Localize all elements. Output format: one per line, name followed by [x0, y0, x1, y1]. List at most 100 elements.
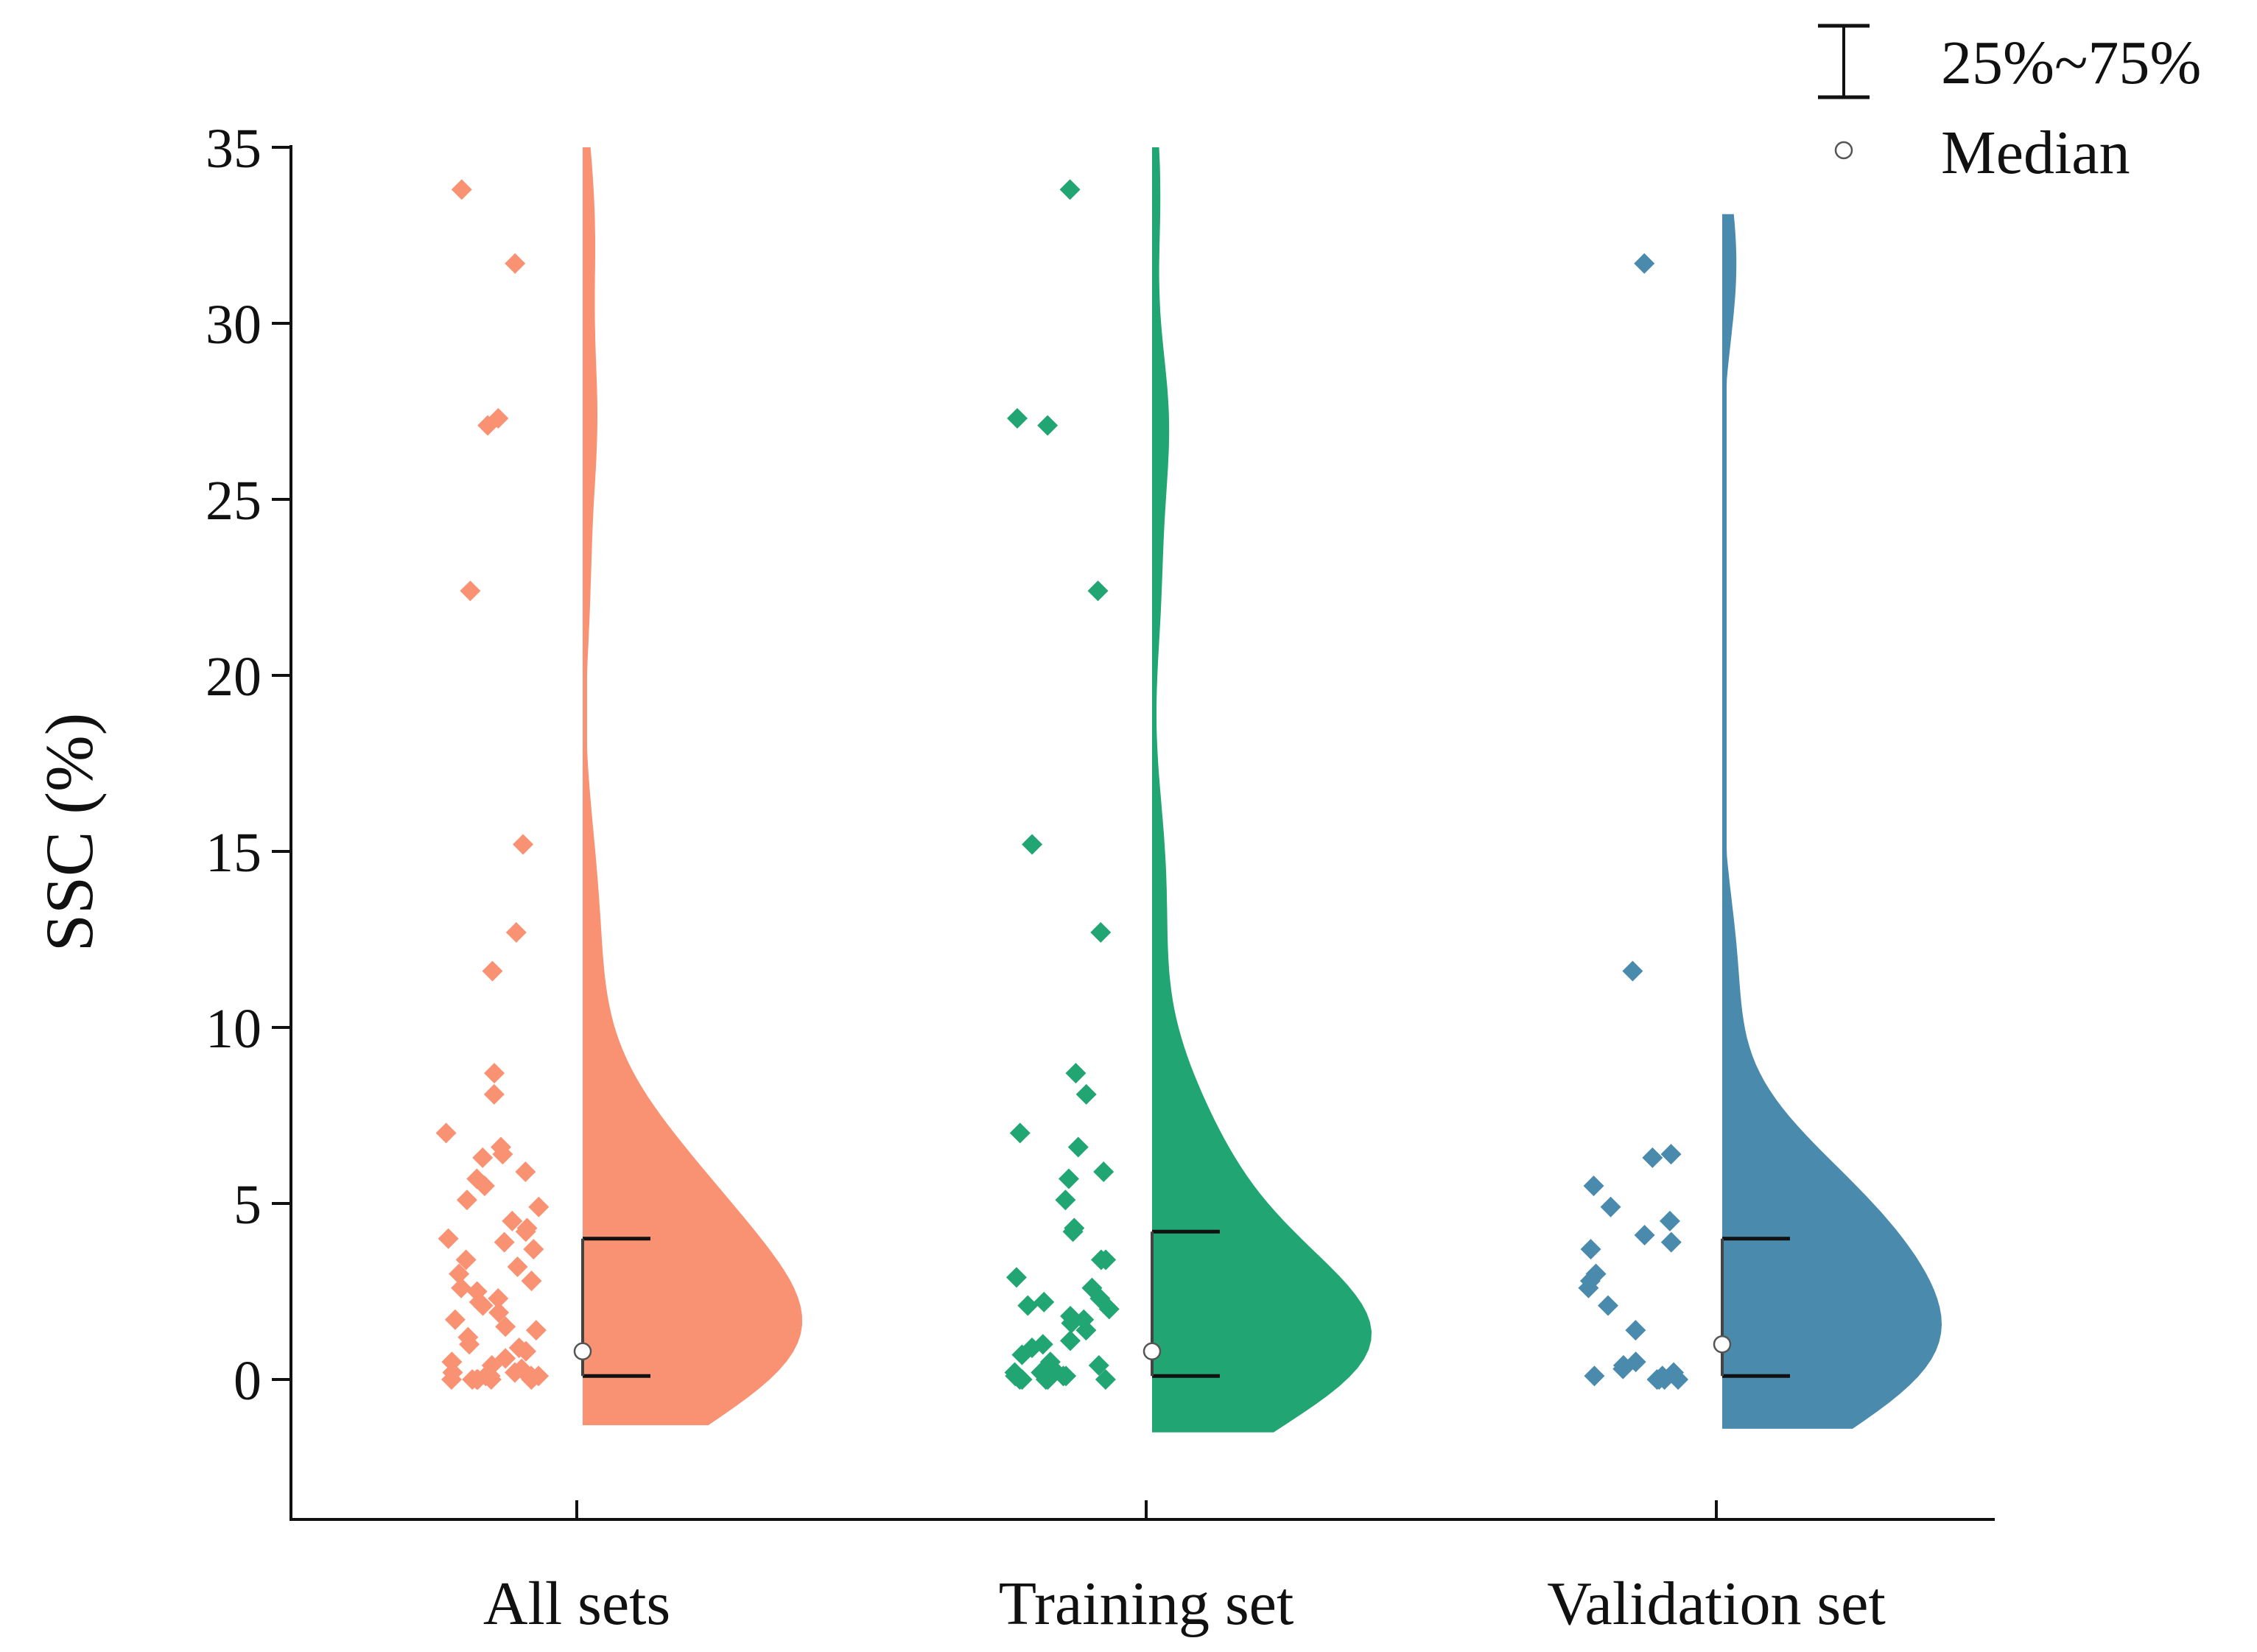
data-point-training-set [1062, 1221, 1084, 1242]
density-training-set [1152, 147, 1372, 1433]
data-point-training-set [1090, 921, 1112, 943]
y-tick-label: 0 [234, 1350, 261, 1412]
data-point-training-set [1059, 1330, 1081, 1352]
y-tick-label: 10 [206, 998, 261, 1060]
data-point-validation-set [1634, 1225, 1655, 1246]
y-tick-label: 25 [206, 470, 261, 532]
data-point-training-set [1075, 1320, 1097, 1341]
data-point-all-sets [507, 1256, 528, 1278]
data-point-validation-set [1583, 1175, 1604, 1197]
data-point-validation-set [1578, 1277, 1599, 1298]
median-marker [573, 1342, 592, 1361]
y-tick-label: 20 [206, 646, 261, 708]
data-point-training-set [1011, 1344, 1033, 1365]
legend: 25%~75% Median [1818, 24, 2201, 187]
data-point-training-set [1088, 1354, 1109, 1376]
data-point-validation-set [1654, 1369, 1675, 1390]
y-tick-label: 30 [206, 294, 261, 356]
data-point-all-sets [451, 179, 472, 200]
data-point-validation-set [1660, 1231, 1682, 1253]
data-point-validation-set [1625, 1320, 1646, 1341]
data-point-all-sets [521, 1270, 542, 1292]
data-point-validation-set [1584, 1365, 1605, 1387]
data-point-training-set [1059, 179, 1081, 200]
data-point-all-sets [515, 1161, 536, 1182]
data-point-all-sets [444, 1309, 466, 1330]
data-point-training-set [1058, 1168, 1079, 1189]
data-point-validation-set [1597, 1295, 1618, 1316]
data-point-validation-set [1622, 960, 1643, 982]
data-point-all-sets [515, 1221, 536, 1242]
data-point-all-sets [516, 1340, 537, 1362]
data-point-validation-set [1612, 1358, 1634, 1379]
data-point-validation-set [1659, 1210, 1680, 1231]
median-marker [1142, 1342, 1162, 1361]
data-point-training-set [1098, 1298, 1120, 1320]
data-point-training-set [1005, 1267, 1027, 1288]
data-point-training-set [1006, 408, 1028, 429]
data-point-training-set [1095, 1369, 1116, 1390]
data-point-training-set [1087, 580, 1109, 602]
median-marker [1713, 1335, 1732, 1354]
y-tick-label: 35 [206, 118, 261, 180]
data-point-all-sets [480, 1369, 502, 1390]
data-point-validation-set [1668, 1369, 1689, 1390]
data-point-training-set [1075, 1083, 1097, 1105]
data-point-all-sets [449, 1263, 470, 1284]
data-point-validation-set [1634, 253, 1655, 274]
legend-median-circle-icon [1834, 141, 1853, 160]
legend-iqr-bracket-icon [1818, 24, 1870, 99]
data-point-all-sets [505, 253, 526, 274]
x-category-label: Validation set [1547, 1570, 1886, 1638]
data-point-validation-set [1642, 1147, 1663, 1168]
data-point-all-sets [483, 1083, 505, 1105]
data-point-training-set [1065, 1063, 1087, 1084]
data-point-training-set [1035, 1369, 1056, 1390]
data-point-all-sets [451, 1277, 472, 1298]
data-point-all-sets [488, 1288, 509, 1310]
y-tick-label: 15 [206, 822, 261, 884]
data-point-all-sets [440, 1369, 462, 1390]
data-point-training-set [1011, 1369, 1033, 1390]
data-point-all-sets [460, 580, 481, 602]
data-point-validation-set [1580, 1239, 1601, 1260]
data-point-training-set [1017, 1295, 1039, 1316]
data-point-validation-set [1660, 1144, 1682, 1165]
data-point-all-sets [482, 960, 503, 982]
data-point-training-set [1037, 415, 1059, 436]
density-validation-set [1722, 214, 1942, 1429]
data-point-training-set [1055, 1189, 1076, 1211]
data-point-all-sets [435, 1122, 457, 1144]
data-point-training-set [1090, 1249, 1112, 1270]
chart-marks [435, 147, 1942, 1433]
data-point-training-set [1033, 1291, 1055, 1312]
data-point-all-sets [494, 1231, 515, 1253]
data-point-all-sets [495, 1316, 516, 1338]
legend-label-iqr: 25%~75% [1941, 29, 2201, 97]
y-axis-title: SSC (%) [32, 713, 107, 952]
axes: 0 5 10 15 20 25 30 35 All sets Training set Valida… [206, 118, 1995, 1638]
data-point-all-sets [525, 1320, 547, 1341]
data-point-all-sets [523, 1239, 544, 1260]
data-point-all-sets [455, 1249, 477, 1270]
data-point-all-sets [502, 1210, 523, 1231]
data-point-all-sets [472, 1147, 494, 1168]
data-point-all-sets [456, 1189, 477, 1211]
data-point-all-sets [521, 1369, 542, 1390]
data-point-all-sets [459, 1334, 480, 1355]
data-point-training-set [1009, 1122, 1031, 1144]
data-point-training-set [1093, 1161, 1115, 1182]
data-point-all-sets [505, 921, 527, 943]
data-point-training-set [1053, 1365, 1074, 1387]
y-tick-label: 5 [234, 1174, 261, 1236]
data-point-all-sets [492, 1144, 513, 1165]
density-all-sets [583, 147, 802, 1426]
data-point-all-sets [477, 415, 499, 436]
data-point-all-sets [484, 1063, 505, 1084]
data-point-all-sets [466, 1369, 488, 1390]
data-point-all-sets [472, 1295, 494, 1316]
data-point-all-sets [528, 1196, 550, 1217]
data-point-all-sets [504, 1362, 525, 1383]
data-point-all-sets [474, 1175, 495, 1197]
